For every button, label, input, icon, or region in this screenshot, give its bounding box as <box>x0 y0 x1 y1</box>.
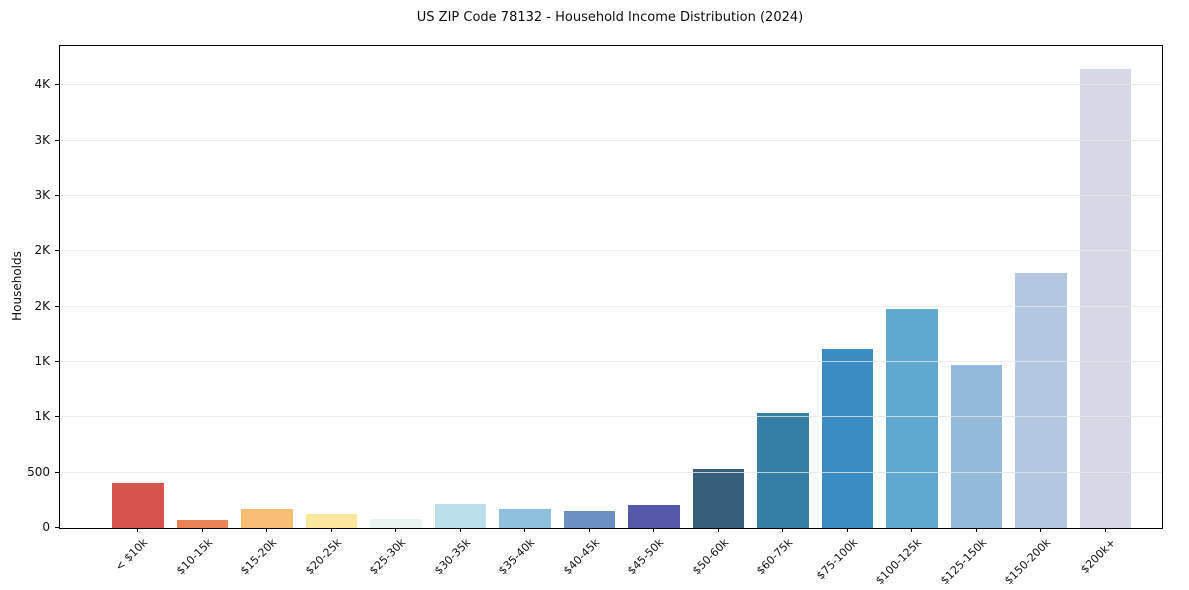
y-tick-label: 3K <box>34 187 50 202</box>
x-tick-mark <box>782 528 783 532</box>
gridline <box>60 360 1162 362</box>
x-tick-mark <box>330 528 332 532</box>
bar-$15-20k <box>241 509 293 528</box>
x-tick-label: < $10k <box>112 536 151 574</box>
y-tick-label: 3K <box>34 132 50 147</box>
gridline <box>60 84 1162 86</box>
x-tick-mark <box>975 528 977 532</box>
y-tick-mark <box>55 360 59 362</box>
y-tick-mark <box>55 250 59 252</box>
y-tick-mark <box>55 416 59 418</box>
bar-$100-125k <box>886 308 938 528</box>
gridline <box>60 194 1162 196</box>
x-tick-mark <box>1104 528 1106 532</box>
x-tick-mark <box>588 528 590 532</box>
y-tick-label: 4K <box>34 77 50 92</box>
plot-area <box>59 45 1163 529</box>
y-tick-label: 1K <box>34 353 50 368</box>
x-tick-mark <box>395 528 396 532</box>
x-tick-mark <box>717 528 719 532</box>
y-tick-mark <box>55 527 59 528</box>
bar-$150-200k <box>1015 273 1067 528</box>
bar-$35-40k <box>499 508 551 528</box>
x-tick-mark <box>201 528 203 532</box>
chart-title: US ZIP Code 78132 - Household Income Dis… <box>416 10 804 25</box>
gridline <box>60 416 1162 418</box>
x-tick-mark <box>266 528 267 532</box>
bar-$20-25k <box>305 514 358 528</box>
x-tick-mark <box>1040 528 1041 532</box>
bar-$25-30k <box>370 518 422 528</box>
y-tick-label: 0 <box>42 520 50 534</box>
y-tick-label: 2K <box>34 298 50 313</box>
x-tick-mark <box>653 528 654 532</box>
y-tick-mark <box>55 139 59 141</box>
y-tick-mark <box>55 84 59 86</box>
bar-$50-60k <box>692 468 745 528</box>
bar-$125-150k <box>950 364 1003 528</box>
x-tick-mark <box>911 528 912 532</box>
y-tick-label: 1K <box>34 409 50 424</box>
x-tick-mark <box>459 528 461 532</box>
gridline <box>60 250 1162 252</box>
bar-$40-45k <box>563 511 616 528</box>
gridline <box>60 139 1162 141</box>
bar-$30-35k <box>434 503 487 528</box>
bar-$10-15k <box>176 519 229 528</box>
bar-$75-100k <box>821 349 874 528</box>
x-tick-mark <box>524 528 525 532</box>
bar-$200k+ <box>1079 68 1132 528</box>
y-tick-mark <box>55 194 59 196</box>
gridline <box>60 305 1162 307</box>
x-tick-mark <box>137 528 138 532</box>
y-tick-mark <box>55 305 59 307</box>
y-tick-mark <box>55 471 59 473</box>
y-tick-label: 500 <box>27 464 50 479</box>
gridline <box>60 471 1162 473</box>
bar-< $10k <box>112 482 164 528</box>
x-tick-mark <box>846 528 848 532</box>
bar-$60-75k <box>757 412 809 528</box>
y-tick-label: 2K <box>34 243 50 258</box>
bar-$45-50k <box>628 505 680 528</box>
y-axis-label: Households <box>10 251 24 321</box>
